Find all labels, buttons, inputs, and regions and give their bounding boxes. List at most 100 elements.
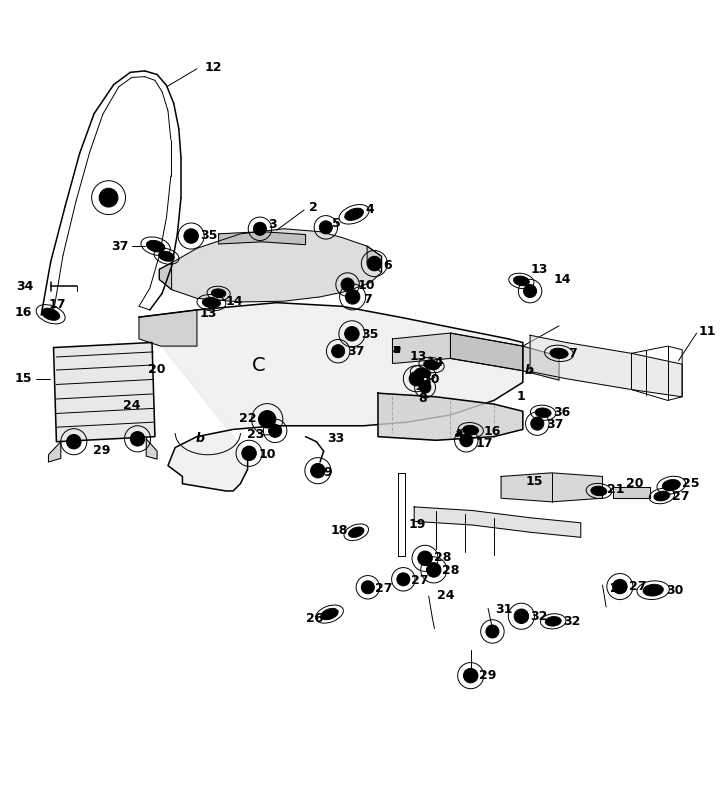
Text: 13: 13 [530,263,547,276]
Circle shape [310,463,325,478]
Text: b: b [524,364,533,377]
Text: 14: 14 [553,273,571,286]
Circle shape [242,446,257,461]
Circle shape [613,579,627,594]
Text: 33: 33 [327,432,345,445]
Text: 32: 32 [530,610,547,623]
Text: 5: 5 [332,217,340,230]
Text: 30: 30 [666,584,683,597]
Ellipse shape [424,360,439,370]
Text: 37: 37 [348,345,365,358]
Circle shape [463,668,478,683]
Ellipse shape [158,251,174,261]
Circle shape [67,435,81,449]
Text: 20: 20 [148,363,165,375]
Text: 27: 27 [672,491,689,504]
Text: 10: 10 [358,279,375,292]
Ellipse shape [591,487,607,496]
Circle shape [319,221,332,234]
Text: 14: 14 [427,356,444,369]
Text: 2: 2 [309,200,318,213]
Circle shape [459,434,473,447]
Text: 11: 11 [699,325,716,338]
Text: 27: 27 [629,580,646,593]
Ellipse shape [146,240,165,252]
Text: 23: 23 [247,428,265,441]
Ellipse shape [535,408,551,418]
Circle shape [130,431,145,446]
Text: 16: 16 [15,307,32,320]
Text: 24: 24 [123,399,140,412]
Circle shape [427,563,441,577]
Ellipse shape [345,208,364,221]
Text: 27: 27 [375,582,393,595]
Circle shape [531,417,544,430]
Polygon shape [501,473,603,502]
Text: b: b [196,432,205,445]
Text: 25: 25 [682,477,699,490]
Text: 22: 22 [238,412,257,425]
Ellipse shape [202,298,220,307]
Circle shape [418,551,433,565]
Ellipse shape [41,308,60,320]
Text: 12: 12 [204,61,222,74]
Text: 28: 28 [434,551,451,564]
Polygon shape [54,342,155,442]
Text: 10: 10 [423,373,441,386]
Polygon shape [139,303,523,491]
Text: 28: 28 [443,564,459,577]
Text: 24: 24 [438,590,455,603]
Text: 16: 16 [483,425,501,438]
Polygon shape [451,333,523,371]
Circle shape [361,581,374,594]
Polygon shape [530,335,682,397]
Ellipse shape [662,479,680,491]
Ellipse shape [463,426,478,435]
Ellipse shape [349,527,364,538]
Polygon shape [159,229,382,302]
Circle shape [259,410,276,428]
Text: 13: 13 [410,350,427,363]
Text: 10: 10 [259,448,276,461]
Text: 32: 32 [563,615,581,628]
Polygon shape [414,507,581,538]
Text: 36: 36 [553,406,571,419]
Text: 4: 4 [365,204,374,217]
Circle shape [254,222,267,235]
Text: 14: 14 [226,294,244,307]
Circle shape [486,625,499,638]
Ellipse shape [513,276,529,285]
Text: 37: 37 [111,240,128,253]
Text: 35: 35 [201,229,218,242]
Text: 17: 17 [475,436,493,449]
Ellipse shape [212,289,226,298]
Text: 31: 31 [495,603,513,616]
Circle shape [345,327,359,341]
Text: a: a [455,427,463,440]
Text: 24: 24 [610,582,627,595]
Circle shape [409,371,424,386]
Circle shape [341,278,354,291]
Text: 35: 35 [361,328,379,341]
Ellipse shape [545,616,561,626]
Text: 6: 6 [383,259,392,272]
Text: 9: 9 [324,466,332,479]
Text: 37: 37 [546,418,563,431]
Text: 19: 19 [409,518,426,531]
Text: 13: 13 [199,307,217,320]
Polygon shape [367,247,382,272]
Text: a: a [393,342,401,355]
Text: 17: 17 [49,298,66,311]
Text: 10: 10 [414,380,432,393]
Text: 15: 15 [15,372,32,385]
Ellipse shape [550,348,568,358]
Circle shape [514,609,529,624]
Circle shape [345,290,360,304]
Text: 26: 26 [306,612,324,625]
Text: 1: 1 [517,390,526,403]
Polygon shape [614,487,649,498]
Circle shape [367,256,382,271]
Circle shape [269,424,281,437]
Polygon shape [393,333,559,380]
Text: 20: 20 [627,477,644,490]
